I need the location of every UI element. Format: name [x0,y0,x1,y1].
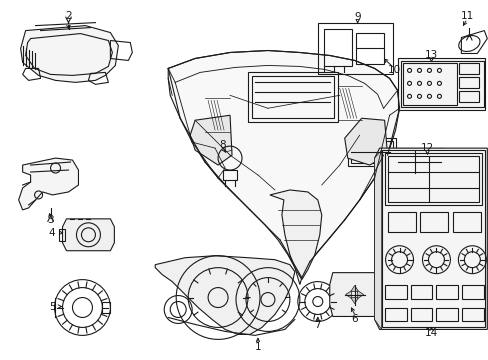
Polygon shape [190,115,232,165]
Bar [387,212,415,232]
Bar [384,285,406,298]
Text: 7: 7 [314,320,321,330]
Text: 14: 14 [424,328,437,338]
Polygon shape [344,118,387,165]
Polygon shape [155,256,294,334]
Text: 12: 12 [420,143,433,153]
Text: 1: 1 [254,342,261,352]
Text: 10: 10 [387,66,400,76]
Bar [350,141,392,163]
Bar [410,285,431,298]
Polygon shape [350,285,358,292]
Text: 11: 11 [460,11,473,21]
Bar [381,150,484,328]
Polygon shape [374,148,487,329]
Polygon shape [350,298,358,303]
Bar [247,72,337,122]
Bar [317,23,392,75]
Bar [462,285,483,298]
Bar [400,62,483,107]
Text: 8: 8 [218,140,225,150]
Bar [387,156,478,202]
Text: 3: 3 [47,215,54,225]
Bar [420,212,447,232]
Bar [394,148,444,176]
Bar [436,307,457,321]
Polygon shape [374,150,381,329]
Polygon shape [269,190,321,280]
Bar [397,151,441,173]
Text: 6: 6 [351,314,357,324]
Bar [384,153,481,205]
Text: 13: 13 [424,50,437,60]
Polygon shape [357,291,363,298]
Text: 9: 9 [354,12,360,22]
Bar [397,58,484,110]
Bar [410,307,431,321]
Bar [102,302,110,314]
Polygon shape [329,273,379,316]
Bar [402,63,456,105]
Polygon shape [345,291,351,298]
Polygon shape [62,219,114,251]
Text: 5: 5 [49,302,56,311]
Bar [436,285,457,298]
Bar [323,28,351,67]
Bar [59,229,64,241]
Text: 4: 4 [49,228,56,238]
Bar [384,307,406,321]
Bar [223,170,237,180]
Bar [458,63,478,75]
Polygon shape [168,50,399,285]
Bar [251,76,333,118]
Bar [462,307,483,321]
Bar [458,77,478,88]
Bar [347,138,395,166]
Text: 2: 2 [65,11,72,21]
Bar [458,91,478,102]
Polygon shape [19,158,78,210]
Bar [452,212,480,232]
Polygon shape [20,26,118,82]
